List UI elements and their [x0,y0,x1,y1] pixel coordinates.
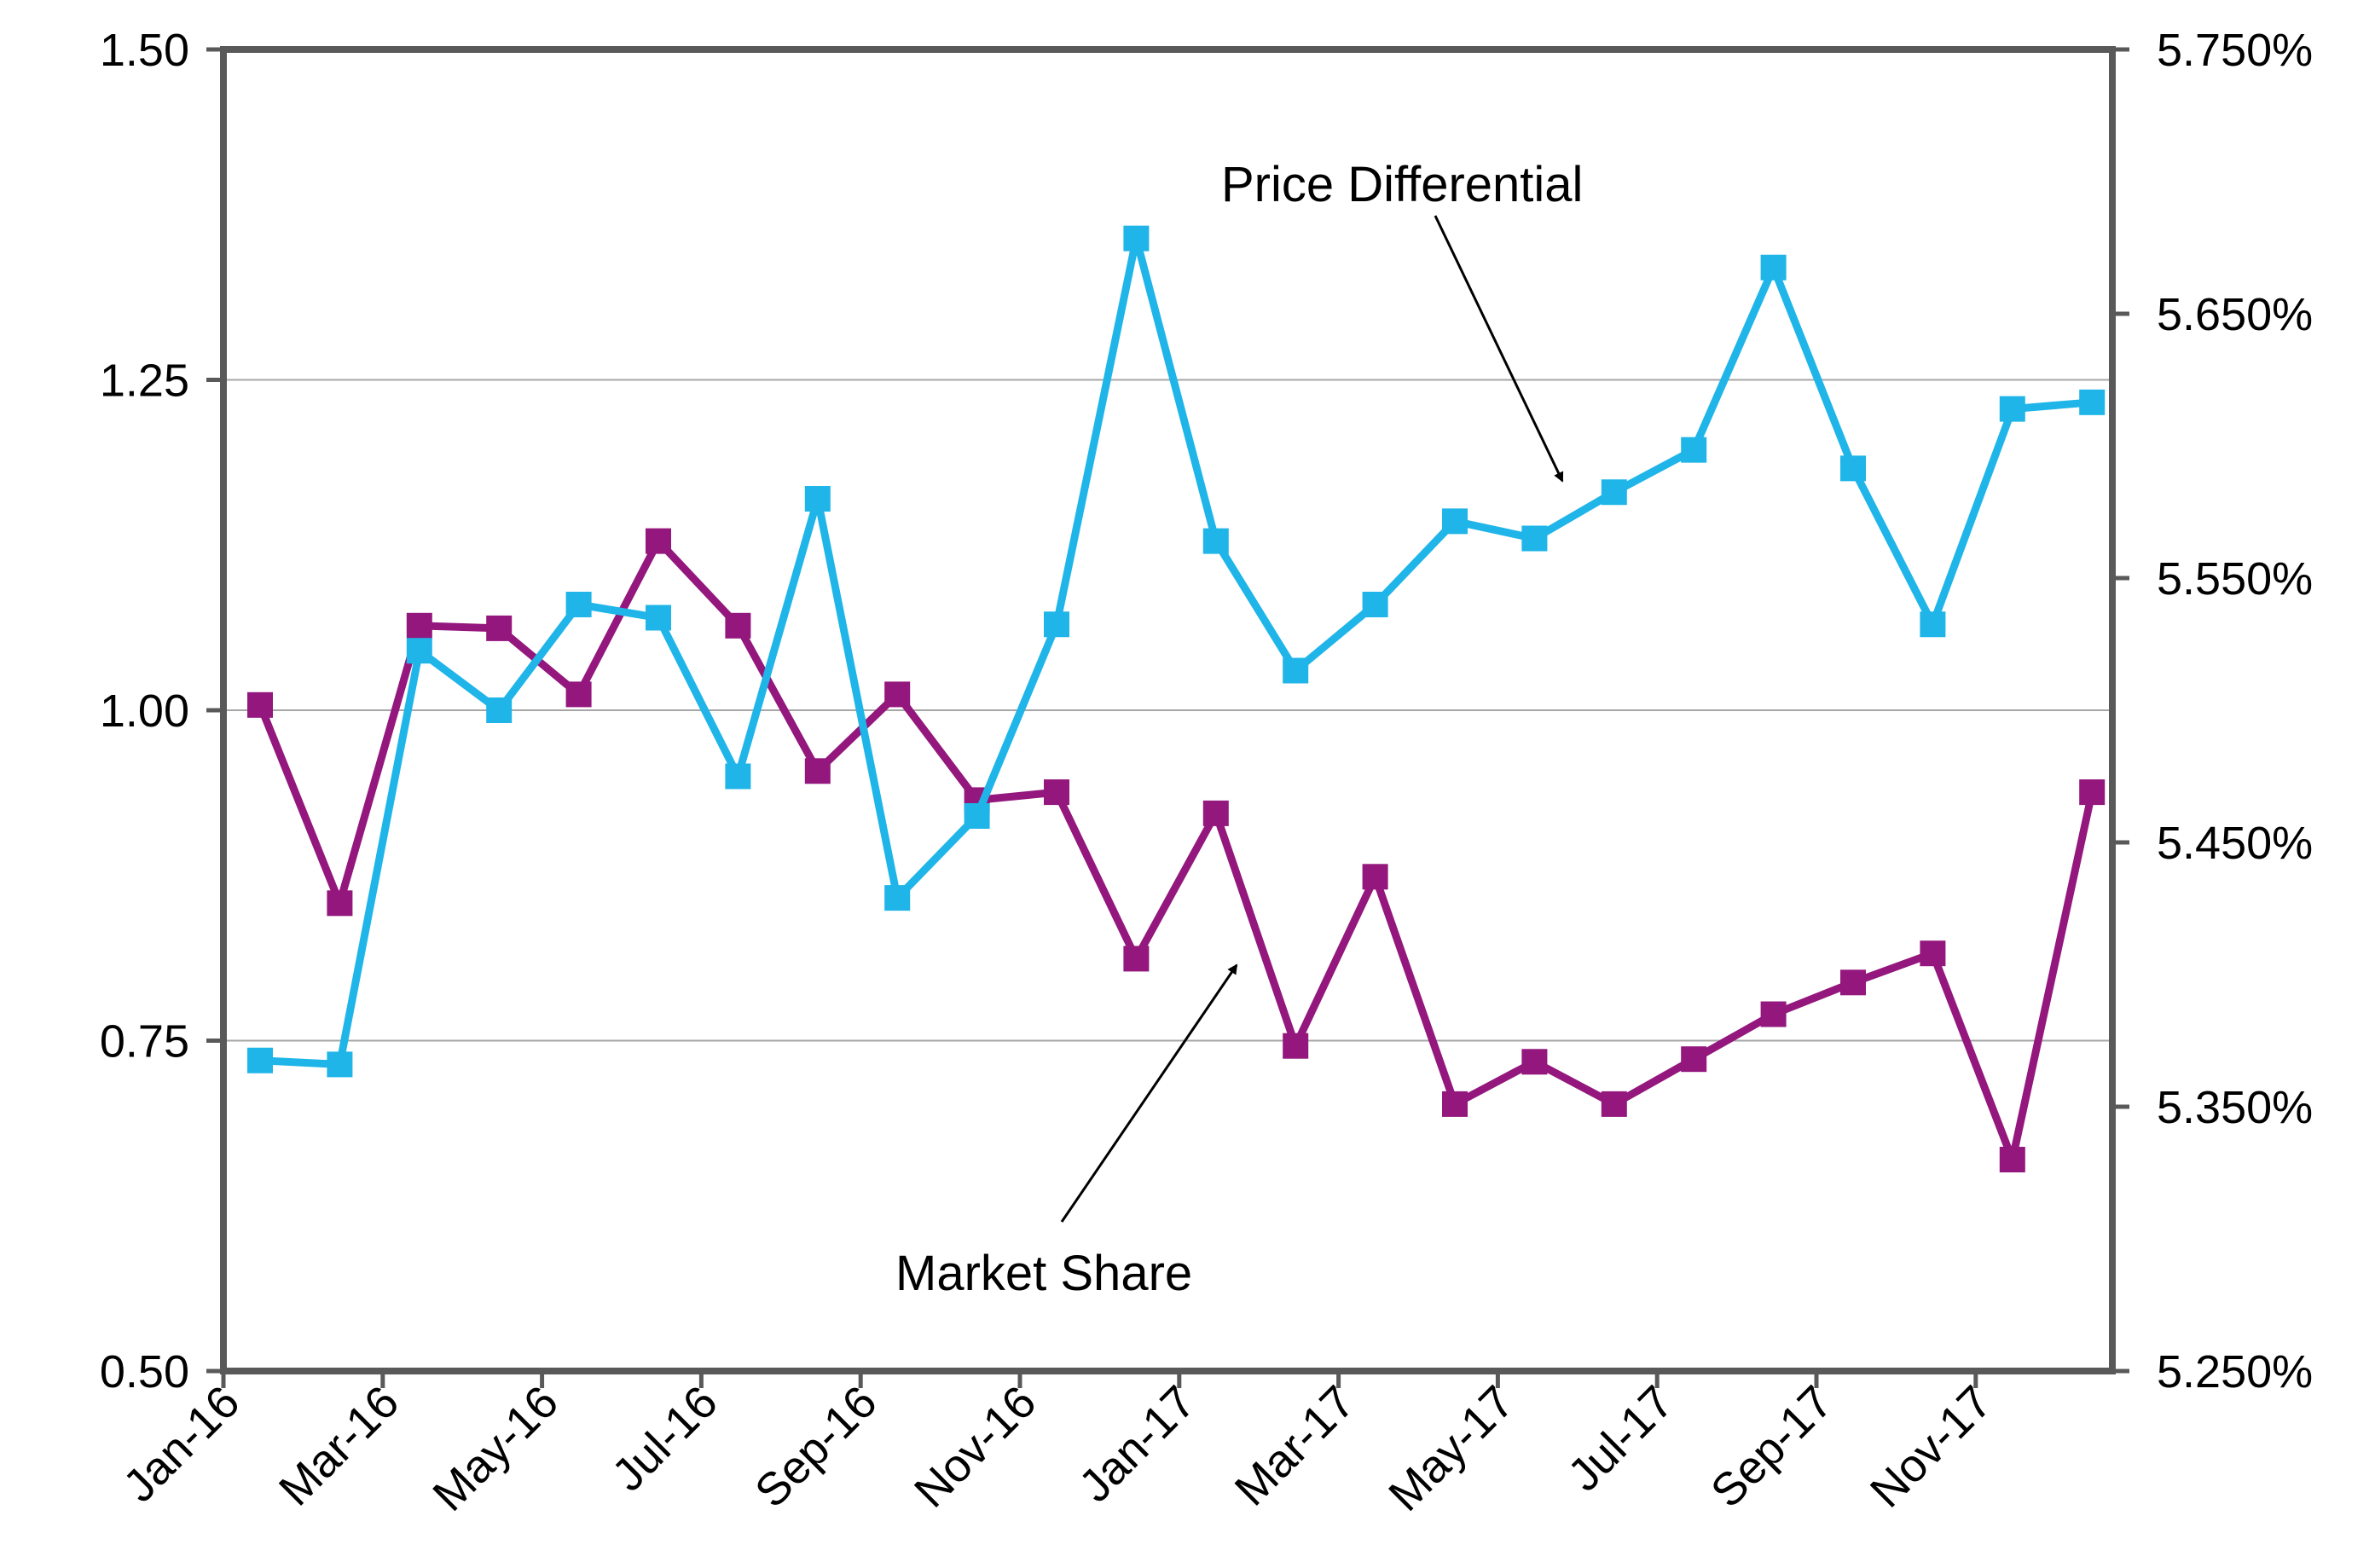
market-share-point [2079,779,2106,806]
gridlines [223,379,2112,1042]
price-differential-point [1920,611,1946,638]
price-differential-point [327,1051,353,1078]
price-differential-point [1123,225,1150,252]
price-differential-point [1840,455,1866,482]
price-differential-point [884,885,911,911]
market-share-point [406,612,432,639]
price-differential-point [1362,592,1388,617]
series-price-differential [247,225,2106,1078]
market-share-point [1362,864,1388,890]
left-tick-label: 0.50 [100,1346,189,1397]
right-axis-ticks: 5.250% 5.350% 5.450% 5.550% 5.650% 5.750% [2112,25,2313,1397]
market-share-point [486,615,513,641]
price-differential-point [565,592,592,617]
market-share-point [884,681,911,708]
market-share-point [327,890,353,917]
market-share-point [1202,800,1229,826]
annotations: Price Differential Market Share [895,157,1583,1301]
market-share-point [1283,1033,1309,1059]
market-share-point [646,528,671,554]
price-differential-label: Price Differential [1221,157,1583,212]
market-share-point [565,681,592,708]
market-share-point [804,758,831,784]
price-differential-point [1601,479,1627,506]
x-tick-label: Mar-17 [1225,1376,1364,1515]
left-tick-label: 1.25 [100,356,189,407]
right-tick-label: 5.650% [2157,289,2313,340]
price-differential-arrow [1434,215,1564,483]
market-share-label: Market Share [895,1246,1192,1301]
market-share-point [1442,1091,1468,1117]
market-share-point [1999,1147,2025,1172]
x-tick-label: Mar-16 [269,1376,408,1515]
price-differential-point [247,1047,273,1073]
price-differential-point [725,763,751,790]
market-share-point [1840,969,1866,996]
series-market-share [247,528,2106,1172]
market-share-point [1521,1049,1548,1075]
market-share-point [1601,1091,1627,1117]
right-tick-label: 5.250% [2157,1346,2313,1397]
market-share-point [1044,779,1069,806]
x-tick-label: May-16 [423,1376,568,1521]
price-differential-point [964,803,990,829]
price-differential-line [259,234,2093,1068]
x-tick-label: May-17 [1379,1376,1524,1521]
right-tick-label: 5.450% [2157,818,2313,869]
price-differential-point [2079,389,2106,415]
x-tick-label: Jan-17 [1069,1376,1205,1512]
price-differential-point [646,605,671,631]
x-tick-label: Jul-17 [1558,1376,1683,1501]
price-differential-point [1681,437,1707,463]
series-layer [247,225,2106,1172]
price-differential-point [486,697,513,723]
x-tick-label: Sep-17 [1701,1376,1843,1518]
right-tick-label: 5.550% [2157,553,2313,605]
left-tick-label: 0.75 [100,1016,189,1068]
price-differential-point [1999,396,2025,422]
right-tick-label: 5.350% [2157,1082,2313,1133]
price-differential-point [406,638,432,664]
x-tick-label: Sep-16 [745,1376,887,1518]
x-tick-label: Jul-16 [602,1376,727,1501]
price-differential-point [1760,254,1787,281]
market-share-arrow [1060,963,1238,1223]
price-differential-point [1521,525,1548,552]
market-share-point [725,612,751,639]
left-tick-label: 1.00 [100,686,189,737]
price-differential-point [1283,657,1309,684]
x-axis-ticks: Jan-16 Mar-16 May-16 Jul-16 Sep-16 Nov-16 Jan-… [113,1371,2001,1521]
left-tick-label: 1.50 [100,25,189,76]
right-tick-label: 5.750% [2157,25,2313,76]
price-differential-point [1202,528,1229,554]
left-axis-ticks: 0.50 0.75 1.00 1.25 1.50 [100,25,223,1397]
market-share-point [1760,1001,1787,1027]
market-share-point [1920,940,1946,967]
market-share-line [256,537,2096,1164]
x-tick-label: Nov-17 [1861,1376,2002,1518]
price-differential-point [804,486,831,512]
price-differential-point [1044,611,1069,638]
market-share-point [1123,946,1150,972]
x-tick-label: Nov-16 [905,1376,1046,1518]
price-differential-point [1442,508,1468,535]
market-share-point [1681,1046,1707,1073]
market-share-point [247,691,273,718]
